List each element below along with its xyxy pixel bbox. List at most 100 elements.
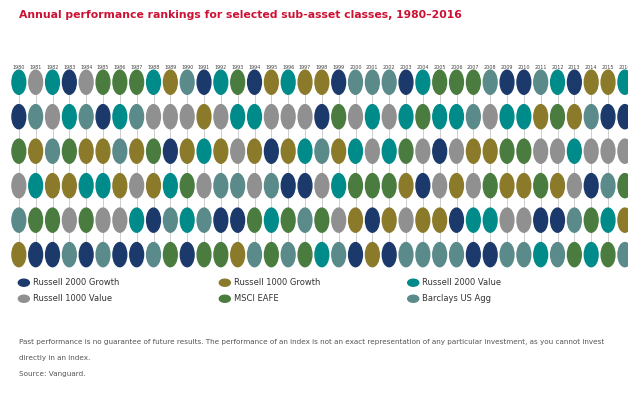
Ellipse shape [163,243,177,267]
Ellipse shape [382,208,396,232]
Ellipse shape [281,174,295,198]
Ellipse shape [12,243,26,267]
Text: Barclays US Agg: Barclays US Agg [422,294,491,303]
Ellipse shape [416,243,430,267]
Ellipse shape [197,105,211,129]
Ellipse shape [180,139,194,163]
Ellipse shape [601,208,615,232]
Ellipse shape [214,174,228,198]
Text: 1986: 1986 [114,65,126,70]
Text: 1987: 1987 [131,65,143,70]
Ellipse shape [349,208,362,232]
Ellipse shape [214,208,228,232]
Text: 1985: 1985 [97,65,109,70]
Ellipse shape [12,105,26,129]
Ellipse shape [467,174,480,198]
Ellipse shape [180,70,194,94]
Ellipse shape [146,208,160,232]
Ellipse shape [298,139,312,163]
Ellipse shape [29,174,43,198]
Ellipse shape [618,70,628,94]
Ellipse shape [332,70,345,94]
Ellipse shape [281,105,295,129]
Ellipse shape [79,208,93,232]
Ellipse shape [230,105,244,129]
Ellipse shape [551,139,565,163]
Ellipse shape [46,243,60,267]
Ellipse shape [62,174,76,198]
Ellipse shape [315,70,328,94]
Ellipse shape [618,139,628,163]
Ellipse shape [332,243,345,267]
Text: 2001: 2001 [366,65,379,70]
Ellipse shape [197,174,211,198]
Ellipse shape [534,243,548,267]
Ellipse shape [18,279,30,286]
Ellipse shape [500,70,514,94]
Ellipse shape [12,139,26,163]
Text: 1991: 1991 [198,65,210,70]
Ellipse shape [281,70,295,94]
Ellipse shape [281,139,295,163]
Ellipse shape [601,174,615,198]
Ellipse shape [618,174,628,198]
Ellipse shape [517,174,531,198]
Text: 2006: 2006 [450,65,463,70]
Ellipse shape [467,105,480,129]
Ellipse shape [230,174,244,198]
Ellipse shape [568,243,582,267]
Ellipse shape [163,70,177,94]
Ellipse shape [163,139,177,163]
Ellipse shape [433,139,447,163]
Ellipse shape [534,174,548,198]
Ellipse shape [517,70,531,94]
Ellipse shape [365,139,379,163]
Ellipse shape [349,70,362,94]
Ellipse shape [349,105,362,129]
Ellipse shape [264,70,278,94]
Ellipse shape [79,139,93,163]
Ellipse shape [180,208,194,232]
Ellipse shape [584,174,598,198]
Ellipse shape [568,105,582,129]
Ellipse shape [433,208,447,232]
Text: 2012: 2012 [551,65,564,70]
Ellipse shape [467,70,480,94]
Ellipse shape [601,139,615,163]
Ellipse shape [568,208,582,232]
Ellipse shape [450,105,463,129]
Ellipse shape [113,243,127,267]
Text: 1999: 1999 [333,65,345,70]
Ellipse shape [500,243,514,267]
Ellipse shape [433,70,447,94]
Ellipse shape [214,105,228,129]
Ellipse shape [601,243,615,267]
Ellipse shape [517,208,531,232]
Ellipse shape [382,105,396,129]
Ellipse shape [551,208,565,232]
Ellipse shape [230,139,244,163]
Ellipse shape [298,174,312,198]
Text: 1995: 1995 [265,65,278,70]
Ellipse shape [584,105,598,129]
Text: Russell 1000 Value: Russell 1000 Value [33,294,112,303]
Ellipse shape [484,243,497,267]
Ellipse shape [79,105,93,129]
Ellipse shape [584,139,598,163]
Ellipse shape [500,139,514,163]
Ellipse shape [281,208,295,232]
Ellipse shape [349,174,362,198]
Text: 1998: 1998 [316,65,328,70]
Ellipse shape [130,139,144,163]
Ellipse shape [12,208,26,232]
Ellipse shape [12,70,26,94]
Ellipse shape [332,208,345,232]
Ellipse shape [618,208,628,232]
Ellipse shape [96,208,110,232]
Ellipse shape [96,139,110,163]
Ellipse shape [163,105,177,129]
Text: Source: Vanguard.: Source: Vanguard. [19,371,85,377]
Ellipse shape [96,70,110,94]
Ellipse shape [247,174,261,198]
Ellipse shape [163,208,177,232]
